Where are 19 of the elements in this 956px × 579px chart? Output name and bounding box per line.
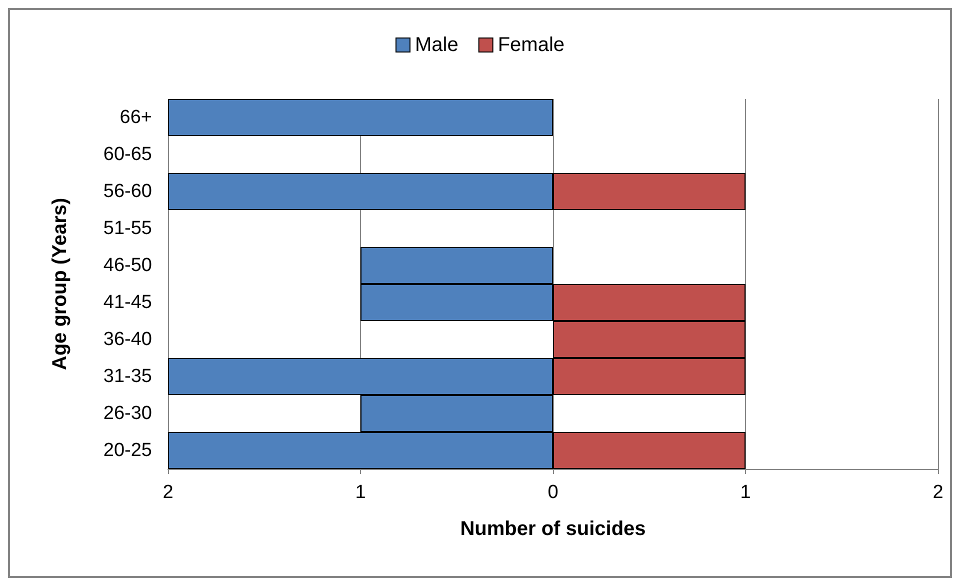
y-axis-title: Age group (Years) <box>49 198 71 370</box>
x-axis-title: Number of suicides <box>460 518 646 540</box>
legend-label: Male <box>414 34 458 56</box>
y-tick-label: 56-60 <box>103 181 152 202</box>
y-tick-label: 46-50 <box>103 255 152 276</box>
y-tick-label: 41-45 <box>103 292 152 313</box>
x-tick-label: 1 <box>740 482 751 503</box>
y-tick-label: 20-25 <box>103 440 152 461</box>
legend-label: Female <box>498 34 565 56</box>
x-tick-label: 2 <box>162 482 174 503</box>
x-tick-label: 0 <box>548 482 558 503</box>
y-tick-label: 26-30 <box>103 403 152 424</box>
y-tick-label: 60-65 <box>103 144 152 165</box>
y-tick-label: 31-35 <box>103 366 152 387</box>
y-tick-label: 51-55 <box>103 218 152 239</box>
y-tick-label: 66+ <box>120 107 152 128</box>
x-tick-label: 1 <box>355 482 366 503</box>
x-tick-label: 2 <box>932 482 944 503</box>
y-tick-label: 36-40 <box>103 329 152 350</box>
